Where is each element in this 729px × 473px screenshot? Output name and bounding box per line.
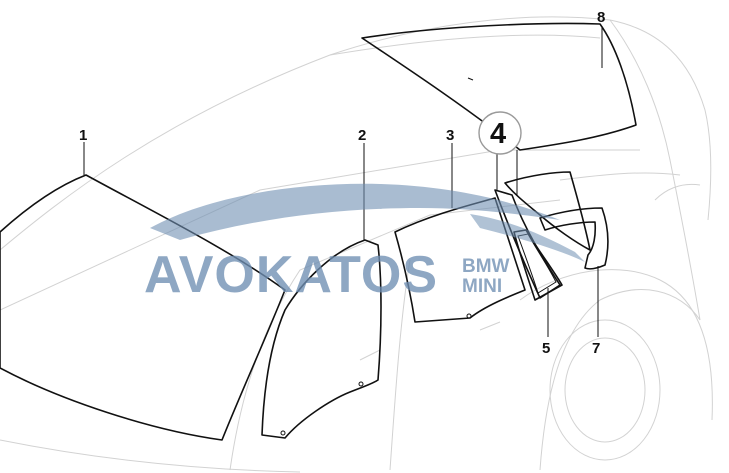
leader-lines bbox=[83, 26, 603, 337]
rear-glass-mark bbox=[467, 77, 474, 81]
callout-8: 8 bbox=[597, 9, 605, 26]
front-window-hole-2 bbox=[358, 381, 364, 387]
small-triangle-glass bbox=[513, 229, 563, 301]
callout-2: 2 bbox=[358, 127, 366, 144]
front-door-window bbox=[261, 239, 382, 439]
rear-roof-glass bbox=[361, 22, 637, 151]
rear-side-window-trim bbox=[539, 207, 609, 270]
rear-door-window bbox=[394, 197, 526, 323]
front-window-hole bbox=[280, 430, 286, 436]
callout-labels: 1 2 3 4 5 7 8 bbox=[79, 9, 605, 357]
callout-7: 7 bbox=[592, 340, 600, 357]
car-body-outline bbox=[0, 16, 713, 473]
callout-4-circle bbox=[478, 111, 522, 155]
watermark: AVOKATOS BMW MINI bbox=[144, 183, 585, 304]
watermark-swoosh-icon bbox=[150, 183, 560, 240]
rear-side-window bbox=[504, 171, 591, 251]
windscreen bbox=[0, 174, 286, 441]
watermark-mini: MINI bbox=[462, 276, 502, 297]
callout-4: 4 bbox=[490, 118, 506, 150]
watermark-swoosh-accent-icon bbox=[470, 214, 585, 262]
rear-window-hole bbox=[466, 313, 472, 319]
watermark-bmw: BMW bbox=[462, 256, 510, 277]
callout-3: 3 bbox=[446, 127, 454, 144]
callout-5: 5 bbox=[542, 340, 550, 357]
watermark-brand: AVOKATOS bbox=[144, 246, 438, 304]
callout-1: 1 bbox=[79, 127, 87, 144]
